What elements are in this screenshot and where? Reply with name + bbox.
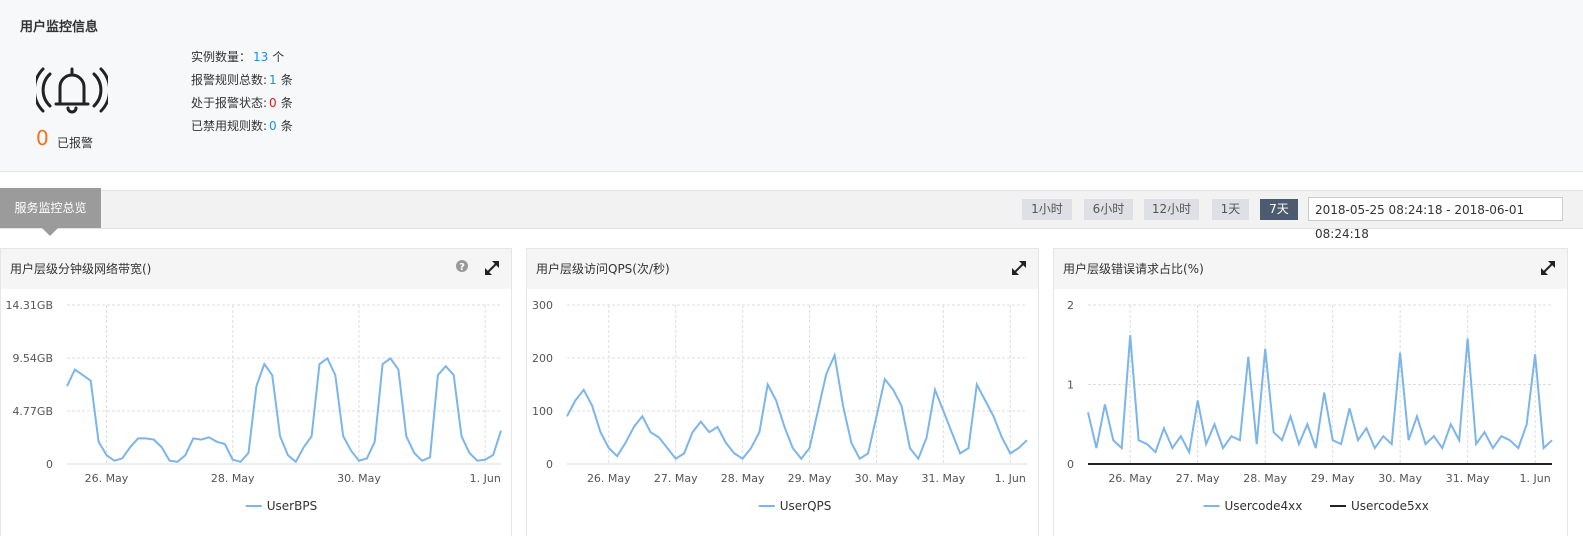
legend-label: UserBPS [267, 499, 317, 513]
stat-value: 0 [269, 96, 277, 110]
alert-label: 已报警 [57, 136, 94, 150]
x-tick-label: 1. Jun [470, 472, 501, 485]
x-tick-label: 26. May [587, 472, 631, 485]
stat-row: 处于报警状态: 0 条 [191, 92, 293, 115]
x-tick-label: 28. May [211, 472, 255, 485]
y-tick-label: 1 [1067, 379, 1074, 392]
series-line [1087, 335, 1553, 456]
x-tick-label: 31. May [1446, 472, 1490, 485]
stat-label: 处于报警状态: [191, 96, 268, 110]
x-tick-label: 29. May [1311, 472, 1355, 485]
chart-panel: 用户层级分钟级网络带宽()? 0 4.77GB 9.54GB 14.31GB 26. Ma… [0, 248, 512, 536]
chart-header: 用户层级错误请求占比(%) [1054, 249, 1567, 289]
chart-icons [1010, 259, 1028, 280]
series-line [566, 351, 1028, 461]
chart-title: 用户层级访问QPS(次/秒) [536, 262, 670, 276]
expand-icon[interactable] [1539, 259, 1557, 277]
tab-pointer [42, 228, 58, 236]
stat-unit: 条 [280, 119, 293, 133]
x-tick-label: 1. Jun [995, 472, 1026, 485]
time-button[interactable]: 1小时 [1022, 199, 1072, 220]
chart-header: 用户层级分钟级网络带宽() [1, 249, 511, 289]
x-tick-label: 1. Jun [1520, 472, 1551, 485]
x-tick-label: 28. May [721, 472, 765, 485]
y-tick-label: 0 [546, 458, 553, 471]
time-button[interactable]: 6小时 [1084, 199, 1133, 220]
chart-header: 用户层级访问QPS(次/秒) [527, 249, 1038, 289]
svg-text:?: ? [459, 262, 465, 273]
chart-icons [1539, 259, 1557, 280]
expand-icon[interactable] [483, 259, 501, 277]
stat-row: 报警规则总数: 1 条 [191, 69, 293, 92]
stat-unit: 个 [272, 50, 285, 64]
time-button[interactable]: 7天 [1260, 199, 1298, 220]
expand-icon[interactable] [1010, 259, 1028, 277]
stat-row: 实例数量： 13 个 [191, 46, 293, 69]
stat-label: 实例数量： [191, 50, 252, 64]
stat-unit: 条 [280, 96, 293, 110]
chart-title: 用户层级错误请求占比(%) [1063, 262, 1204, 276]
stat-label: 已禁用规则数: [191, 119, 268, 133]
y-tick-label: 200 [532, 352, 553, 365]
stat-value: 1 [269, 73, 277, 87]
chart-panel: 用户层级错误请求占比(%) 0 1 2 26. May 27. May 28. May 29.… [1053, 248, 1568, 536]
y-tick-label: 100 [532, 405, 553, 418]
x-tick-label: 30. May [855, 472, 899, 485]
stat-row: 已禁用规则数: 0 条 [191, 115, 293, 138]
chart-panel: 用户层级访问QPS(次/秒) 0 100 200 300 26. May 27. May 28… [526, 248, 1039, 536]
x-tick-label: 29. May [788, 472, 832, 485]
x-tick-label: 30. May [1378, 472, 1422, 485]
legend-label: Usercode4xx [1225, 499, 1303, 513]
section-title: 用户监控信息 [20, 20, 99, 35]
series-line [66, 356, 502, 464]
y-tick-label: 9.54GB [12, 352, 53, 365]
bell-icon [36, 67, 108, 114]
alert-count: 0 [36, 126, 49, 150]
chart: 0 4.77GB 9.54GB 14.31GB 26. May 28. May 30. Ma… [5, 299, 502, 513]
y-tick-label: 4.77GB [12, 405, 53, 418]
stat-unit: 条 [280, 73, 293, 87]
chart: 0 1 2 26. May 27. May 28. May 29. May 30. May 31… [1067, 299, 1553, 513]
x-tick-label: 27. May [1176, 472, 1220, 485]
y-tick-label: 300 [532, 299, 553, 312]
x-tick-label: 27. May [654, 472, 698, 485]
date-range[interactable]: 2018-05-25 08:24:18 - 2018-06-01 08:24:1… [1308, 197, 1563, 241]
chart-icons: ? [455, 259, 501, 280]
chart-title: 用户层级分钟级网络带宽() [10, 262, 152, 276]
y-tick-label: 0 [1067, 458, 1074, 471]
x-tick-label: 26. May [1108, 472, 1152, 485]
x-tick-label: 28. May [1243, 472, 1287, 485]
legend-label: Usercode5xx [1351, 499, 1429, 513]
y-tick-label: 14.31GB [5, 299, 53, 312]
stat-value: 13 [253, 50, 269, 64]
legend-label: UserQPS [780, 499, 832, 513]
time-button[interactable]: 12小时 [1144, 199, 1199, 220]
x-tick-label: 30. May [337, 472, 381, 485]
y-tick-label: 2 [1067, 299, 1074, 312]
stat-label: 报警规则总数: [191, 73, 268, 87]
time-button[interactable]: 1天 [1212, 199, 1249, 220]
summary [0, 0, 1583, 172]
help-icon[interactable]: ? [455, 259, 469, 273]
x-tick-label: 31. May [921, 472, 965, 485]
y-tick-label: 0 [46, 458, 53, 471]
stat-value: 0 [269, 119, 277, 133]
x-tick-label: 26. May [85, 472, 129, 485]
tab[interactable]: 服务监控总览 [0, 188, 101, 228]
chart: 0 100 200 300 26. May 27. May 28. May 29. May 30… [532, 299, 1028, 513]
stats: 实例数量： 13 个报警规则总数: 1 条处于报警状态: 0 条已禁用规则数: 0 条 [191, 46, 293, 138]
